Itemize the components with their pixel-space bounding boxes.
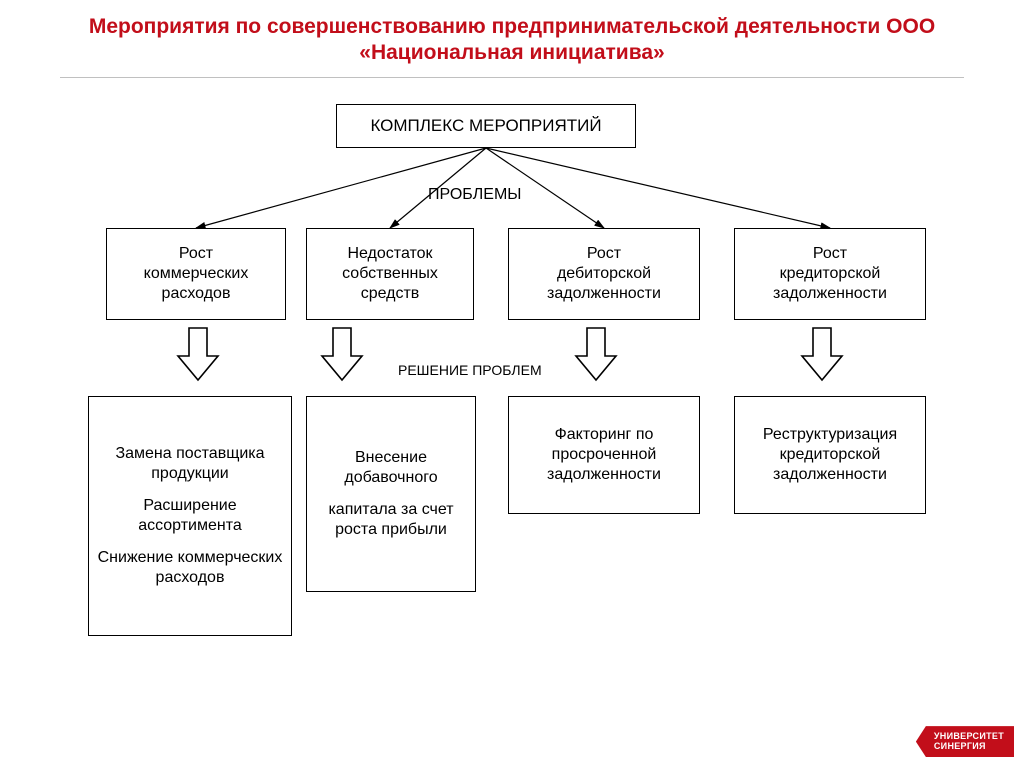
diagram-canvas: КОМПЛЕКС МЕРОПРИЯТИЙ ПРОБЛЕМЫ РЕШЕНИЕ ПР…	[0, 78, 1024, 758]
problem-node: Росткредиторскойзадолженности	[734, 228, 926, 320]
problem-node: Недостатоксобственныхсредств	[306, 228, 474, 320]
node-text-line: Недостаток	[347, 244, 432, 264]
node-text-line: Замена поставщика продукции	[97, 444, 283, 484]
node-text-line: Факторинг по просроченной задолженности	[517, 425, 691, 485]
section-label-problems: ПРОБЛЕМЫ	[428, 186, 521, 204]
node-text-line: Внесение добавочного	[315, 448, 467, 488]
node-text-line: Рост	[587, 244, 621, 264]
node-text-line: средств	[361, 284, 420, 304]
block-arrow-icon	[176, 326, 220, 382]
node-text-line: задолженности	[547, 284, 661, 304]
node-text-line: дебиторской	[557, 264, 651, 284]
logo-line2: СИНЕРГИЯ	[934, 742, 1004, 751]
root-label: КОМПЛЕКС МЕРОПРИЯТИЙ	[370, 115, 601, 136]
page-title: Мероприятия по совершенствованию предпри…	[0, 0, 1024, 77]
section-label-solutions: РЕШЕНИЕ ПРОБЛЕМ	[398, 362, 542, 378]
solution-node: Факторинг по просроченной задолженности	[508, 396, 700, 514]
solution-node: Замена поставщика продукции Расширение ас…	[88, 396, 292, 636]
node-text-line: кредиторской	[780, 264, 881, 284]
node-text-line: Рост	[813, 244, 847, 264]
block-arrow-icon	[574, 326, 618, 382]
node-text-line: капитала за счет роста прибыли	[315, 500, 467, 540]
node-text-line: Рост	[179, 244, 213, 264]
university-logo: УНИВЕРСИТЕТ СИНЕРГИЯ	[916, 726, 1014, 757]
logo-badge: УНИВЕРСИТЕТ СИНЕРГИЯ	[916, 726, 1014, 757]
root-node: КОМПЛЕКС МЕРОПРИЯТИЙ	[336, 104, 636, 148]
solution-node: Реструктуризация кредиторской задолженно…	[734, 396, 926, 514]
problem-node: Ростдебиторскойзадолженности	[508, 228, 700, 320]
title-text: Мероприятия по совершенствованию предпри…	[89, 15, 935, 64]
block-arrow-icon	[320, 326, 364, 382]
node-text-line: коммерческих	[144, 264, 249, 284]
node-text-line: задолженности	[773, 284, 887, 304]
node-text-line: расходов	[162, 284, 231, 304]
node-text-line: собственных	[342, 264, 438, 284]
node-text-line: Расширение ассортимента	[97, 496, 283, 536]
node-text-line: Снижение коммерческих расходов	[97, 548, 283, 588]
block-arrow-icon	[800, 326, 844, 382]
problem-node: Росткоммерческихрасходов	[106, 228, 286, 320]
node-text-line: Реструктуризация кредиторской задолженно…	[743, 425, 917, 485]
solution-node: Внесение добавочного капитала за счет рос…	[306, 396, 476, 592]
